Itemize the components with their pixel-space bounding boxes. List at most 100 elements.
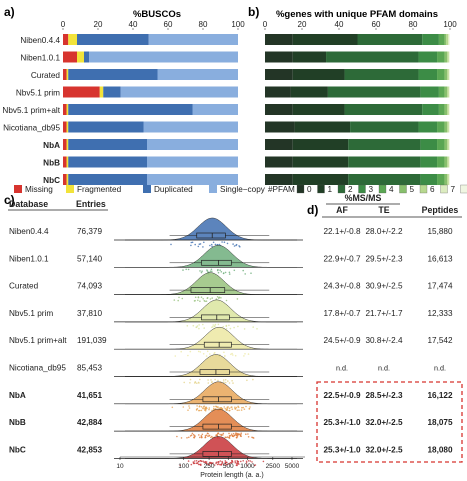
pfam-bar-2 bbox=[344, 69, 419, 80]
msms-super-header: %MS/MS bbox=[345, 193, 382, 203]
pfam-bar-0 bbox=[265, 174, 293, 185]
ridge-point bbox=[198, 434, 200, 436]
msms-cell: 17,474 bbox=[427, 282, 452, 291]
ridge-point bbox=[197, 245, 200, 248]
ridge-point bbox=[213, 405, 215, 408]
ridge-point bbox=[230, 433, 233, 436]
pfam-bar-0 bbox=[265, 86, 291, 98]
msms-cell: n.d. bbox=[336, 364, 348, 373]
database-label: Curated bbox=[9, 282, 39, 291]
ridge-density bbox=[125, 381, 298, 405]
pfam-title: %genes with unique PFAM domains bbox=[276, 9, 438, 20]
ridge-point bbox=[202, 407, 204, 410]
ridge-point bbox=[207, 379, 209, 381]
pfam-bar-3 bbox=[420, 156, 438, 168]
ridge-point bbox=[205, 355, 208, 357]
msms-cell: 28.5+/-2.3 bbox=[365, 391, 403, 400]
pfam-legend-swatch bbox=[337, 184, 346, 194]
msms-cell: 22.1+/-0.8 bbox=[323, 227, 361, 236]
pfam-bar-4 bbox=[438, 104, 445, 115]
busco-legend-swatch bbox=[14, 185, 22, 193]
msms-cell: 21.7+/-1.7 bbox=[365, 309, 403, 318]
ridge-point bbox=[245, 405, 247, 408]
pfam-bar-6 bbox=[447, 51, 449, 63]
ridge-point bbox=[222, 379, 225, 381]
ridge-point bbox=[225, 299, 228, 302]
busco-bar-0 bbox=[63, 104, 67, 115]
ridge-point bbox=[214, 323, 217, 326]
busco-category-label: NbC bbox=[43, 176, 60, 185]
ridge-point bbox=[234, 406, 236, 409]
ridge-point bbox=[232, 432, 235, 435]
ridge-point bbox=[224, 460, 227, 462]
ridge-point bbox=[245, 433, 247, 436]
busco-bar-3 bbox=[147, 174, 238, 185]
ridge-density bbox=[125, 408, 298, 432]
pfam-bar-7 bbox=[448, 51, 450, 63]
ridge-point bbox=[224, 436, 226, 439]
ridge-point bbox=[215, 298, 218, 300]
ridge-point bbox=[203, 327, 205, 329]
ridge-point bbox=[182, 406, 185, 408]
ridge-point bbox=[194, 243, 196, 246]
ridge-point bbox=[238, 433, 241, 436]
ridge-point bbox=[198, 327, 200, 330]
ridge-point bbox=[194, 299, 196, 302]
ridge-point bbox=[192, 433, 195, 436]
pfam-bar-6 bbox=[447, 174, 449, 185]
database-label: Nicotiana_db95 bbox=[9, 364, 66, 373]
msms-cell: 24.5+/-0.9 bbox=[323, 336, 361, 345]
msms-cell: 28.0+/-2.2 bbox=[365, 227, 403, 236]
ridge-point bbox=[224, 271, 227, 274]
ridge-point bbox=[201, 433, 204, 436]
ridge-point bbox=[193, 460, 196, 462]
ridge-point bbox=[231, 408, 234, 411]
ridge-point bbox=[199, 300, 201, 303]
busco-x-tick: 40 bbox=[129, 20, 138, 29]
pfam-bar-5 bbox=[444, 69, 448, 80]
ridge-density bbox=[125, 217, 298, 241]
entries-value: 74,093 bbox=[77, 282, 102, 291]
ridge-point bbox=[203, 405, 205, 408]
pfam-x-tick: 100 bbox=[443, 20, 457, 29]
entries-value: 42,853 bbox=[77, 445, 102, 454]
ridge-point bbox=[198, 243, 201, 245]
busco-bar-3 bbox=[143, 121, 238, 133]
pfam-bar-8 bbox=[449, 104, 450, 115]
ridge-point bbox=[201, 270, 203, 273]
msms-cell: 17,542 bbox=[427, 336, 452, 345]
ridge-point bbox=[208, 408, 210, 411]
busco-bar-1 bbox=[66, 121, 69, 133]
panel-label-b: b) bbox=[248, 5, 259, 19]
database-label: Nbv5.1 prim+alt bbox=[9, 336, 67, 345]
pfam-bar-4 bbox=[438, 34, 445, 45]
ridge-point bbox=[211, 245, 213, 248]
ridge-point bbox=[174, 355, 177, 357]
ridge-point bbox=[186, 437, 188, 439]
ridge-point bbox=[220, 434, 223, 437]
ridge-point bbox=[199, 351, 202, 353]
ridge-point bbox=[245, 460, 248, 463]
pfam-legend-title: #PFAM bbox=[268, 185, 295, 194]
ridge-point bbox=[236, 298, 239, 300]
pfam-bar-4 bbox=[437, 156, 445, 168]
ridge-point bbox=[206, 432, 209, 435]
ridge-point bbox=[176, 435, 178, 438]
ridge-point bbox=[190, 241, 193, 244]
busco-legend-label: Missing bbox=[25, 185, 53, 194]
ridge-point bbox=[232, 382, 234, 384]
msms-table: %MS/MS AF TE Peptides 22.1+/-0.8 28.0+/-2.2 15… bbox=[316, 193, 463, 463]
busco-category-label: Niben1.0.1 bbox=[20, 54, 60, 63]
ridge-point bbox=[249, 460, 252, 462]
msms-cell: 25.3+/-1.0 bbox=[323, 445, 361, 454]
ridge-point bbox=[244, 353, 246, 355]
busco-category-label: NbA bbox=[43, 141, 60, 150]
ridge-point bbox=[209, 353, 211, 355]
pfam-bar-8 bbox=[449, 69, 450, 80]
busco-x-tick: 100 bbox=[231, 20, 245, 29]
ridge-density bbox=[125, 436, 298, 459]
ridge-point bbox=[213, 464, 216, 466]
msms-cell: 18,075 bbox=[427, 418, 452, 427]
ridge-point bbox=[213, 352, 215, 355]
ridge-point bbox=[178, 296, 180, 299]
